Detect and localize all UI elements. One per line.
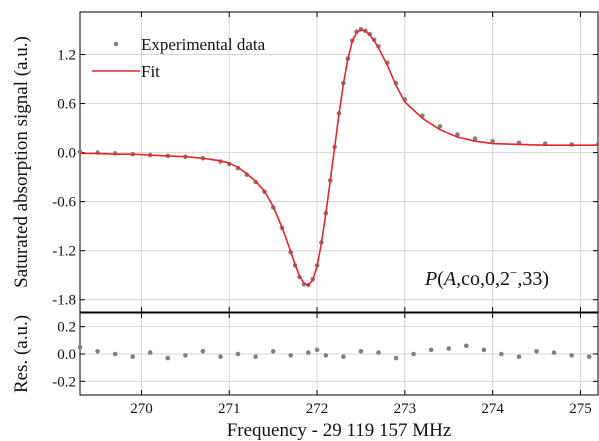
main-plot-panel: -1.8 -1.2 -0.6 0.0 0.6 1.2 Saturated absorpti… (11, 11, 599, 313)
legend-label-experimental: Experimental data (141, 35, 266, 54)
main-data-point (437, 124, 443, 129)
residuals-data-point (376, 350, 381, 355)
residuals-data-point (428, 347, 434, 353)
residuals-data-point (323, 353, 329, 358)
main-y-tick-label: -1.2 (52, 244, 76, 260)
x-axis-title: Frequency - 29 119 157 MHz (227, 420, 452, 441)
residuals-data-point (306, 350, 311, 355)
residuals-data-point (516, 354, 522, 360)
residuals-y-tick-label: -0.2 (52, 374, 76, 390)
residuals-y-axis-title: Res. (a.u.) (11, 315, 32, 393)
main-y-tick-label: -1.8 (52, 293, 76, 309)
main-y-axis-title: Saturated absorption signal (a.u.) (11, 36, 32, 288)
residuals-y-tick-label: 0.2 (57, 320, 76, 336)
residuals-data-point (147, 350, 153, 355)
residuals-data-point (358, 349, 364, 354)
residuals-data-point (235, 351, 241, 357)
residuals-plot-panel: 270 271 272 273 274 275 -0.2 0.0 0.2 Res. (a.u.) (11, 312, 599, 417)
x-tick-label: 270 (130, 401, 153, 417)
legend-label-fit: Fit (141, 62, 160, 81)
legend-marker-experimental (113, 41, 119, 47)
residuals-grid (80, 313, 598, 395)
x-tick-label: 274 (481, 401, 504, 417)
residuals-data-point (200, 349, 206, 354)
main-data (77, 26, 599, 288)
residuals-ticks: 270 271 272 273 274 275 -0.2 0.0 0.2 (52, 313, 598, 417)
residuals-data-point (183, 353, 188, 358)
residuals-data-point (411, 351, 416, 357)
residuals-y-tick-label: 0.0 (57, 347, 76, 363)
residuals-data-point (534, 349, 539, 354)
main-y-tick-label: -0.6 (52, 195, 76, 211)
residuals-data-point (499, 351, 504, 357)
residuals-data-point (288, 353, 294, 358)
main-ticks: -1.8 -1.2 -0.6 0.0 0.6 1.2 (52, 12, 598, 312)
residuals-data-point (446, 346, 452, 351)
x-tick-label: 271 (218, 401, 241, 417)
main-fit-line (80, 29, 598, 286)
residuals-data (77, 343, 592, 361)
x-tick-label: 275 (569, 401, 592, 417)
residuals-data-point (341, 354, 346, 360)
residuals-data-point (270, 349, 276, 354)
residuals-data-point (464, 343, 469, 349)
main-y-tick-label: 0.6 (57, 97, 76, 113)
residuals-data-point (551, 350, 557, 355)
legend: Experimental data Fit (92, 35, 266, 81)
residuals-data-point (112, 351, 118, 357)
main-data-point (490, 138, 495, 144)
main-grid (80, 12, 598, 312)
residuals-data-point (393, 355, 399, 361)
x-tick-label: 273 (394, 401, 417, 417)
residuals-data-point (586, 354, 592, 360)
x-tick-label: 272 (306, 401, 329, 417)
residuals-data-point (165, 355, 171, 361)
transition-label: P(A,co,0,2−,33) (424, 265, 549, 290)
residuals-data-point (314, 347, 320, 353)
residuals-data-point (95, 349, 100, 354)
residuals-data-point (130, 354, 135, 360)
residuals-data-point (218, 354, 223, 360)
main-y-tick-label: 1.2 (57, 48, 76, 64)
main-y-tick-label: 0.0 (57, 146, 76, 162)
residuals-data-point (481, 347, 487, 353)
main-data-point (472, 136, 478, 141)
residuals-data-point (569, 353, 574, 358)
residuals-data-point (77, 344, 83, 350)
residuals-data-point (253, 354, 258, 360)
main-plot-frame (79, 11, 599, 313)
